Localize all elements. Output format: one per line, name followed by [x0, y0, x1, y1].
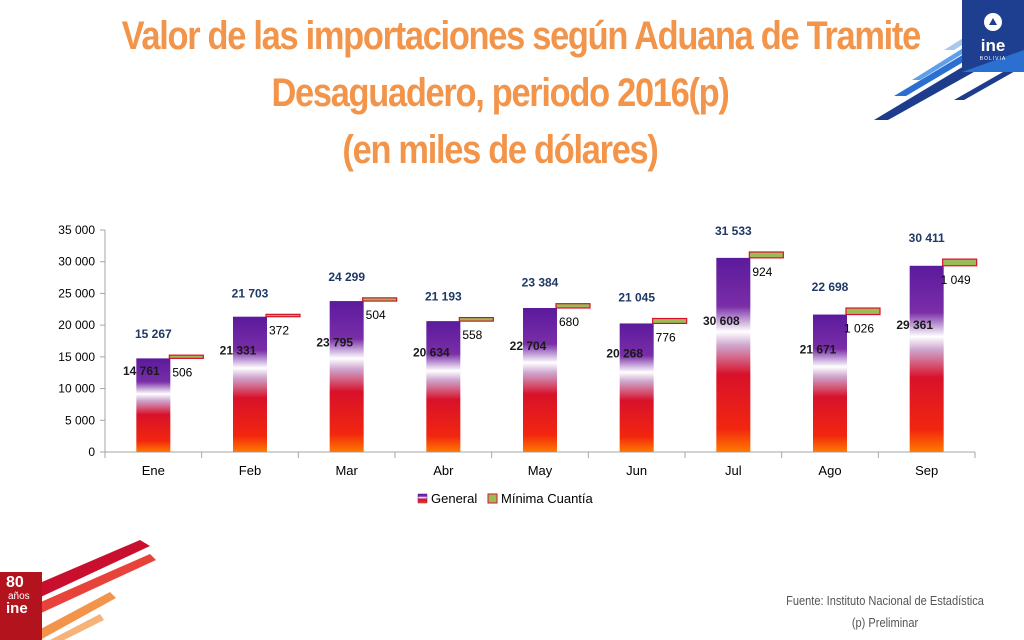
x-tick-label: Feb — [239, 463, 261, 478]
minima-value-label: 506 — [172, 365, 192, 379]
minima-value-label: 924 — [752, 265, 772, 279]
general-value-label: 21 331 — [220, 343, 257, 357]
general-value-label: 21 671 — [800, 342, 837, 356]
bar-general — [329, 301, 364, 452]
total-value-label: 30 411 — [909, 231, 945, 245]
total-value-label: 22 698 — [812, 280, 849, 294]
ine-brand: ine — [980, 36, 1006, 55]
y-tick-label: 20 000 — [58, 318, 95, 332]
bar-minima-cuantia — [652, 317, 688, 325]
y-tick-label: 30 000 — [58, 255, 95, 269]
minima-value-label: 1 026 — [844, 322, 874, 336]
general-value-label: 30 608 — [703, 314, 740, 328]
y-tick-label: 5 000 — [65, 413, 95, 427]
legend-label-general: General — [431, 491, 477, 506]
bar-general — [909, 265, 944, 452]
bar-general — [233, 316, 267, 452]
ine-stripes-bottom-left — [0, 540, 156, 640]
bar-general — [523, 307, 557, 452]
bar-minima-cuantia — [265, 313, 301, 318]
chart-title: Valor de las importaciones según Aduana … — [121, 8, 922, 179]
x-tick-label: Jun — [626, 463, 647, 478]
x-tick-label: Abr — [433, 463, 454, 478]
bar-minima-cuantia — [458, 316, 494, 322]
title-line-2: Desaguadero, periodo 2016(p) — [271, 71, 729, 115]
source-line-2: (p) Preliminar — [851, 615, 919, 630]
minima-value-label: 680 — [559, 315, 579, 329]
bar-general — [716, 257, 751, 452]
total-value-label: 31 533 — [715, 224, 752, 238]
bar-minima-cuantia — [362, 297, 398, 302]
ine-brand-subtitle: BOLIVIA — [979, 56, 1007, 62]
total-value-label: 21 045 — [618, 291, 655, 305]
x-tick-label: May — [528, 463, 553, 478]
total-value-label: 15 267 — [135, 327, 172, 341]
x-tick-label: Mar — [335, 463, 358, 478]
general-value-label: 14 761 — [123, 364, 160, 378]
total-value-label: 24 299 — [328, 270, 365, 284]
bar-minima-cuantia — [748, 251, 784, 259]
general-value-label: 23 795 — [316, 336, 353, 350]
anniversary-number: 80 — [6, 574, 24, 591]
total-value-label: 21 193 — [425, 290, 462, 304]
ine-stripes-top-right — [874, 0, 1024, 120]
bar-minima-cuantia — [942, 258, 978, 267]
title-line-3: (en miles de dólares) — [342, 128, 658, 172]
bar-minima-cuantia — [168, 354, 204, 359]
y-tick-label: 10 000 — [58, 382, 95, 396]
legend-swatch-general — [417, 493, 428, 504]
minima-value-label: 558 — [462, 328, 482, 342]
minima-value-label: 776 — [656, 330, 676, 344]
legend-label-minima: Mínima Cuantía — [501, 491, 594, 506]
x-tick-label: Jul — [725, 463, 742, 478]
y-tick-label: 15 000 — [58, 350, 95, 364]
title-line-1: Valor de las importaciones según Aduana … — [121, 14, 922, 58]
minima-value-label: 1 049 — [941, 273, 971, 287]
x-tick-label: Ago — [818, 463, 841, 478]
bar-general — [136, 358, 171, 452]
minima-value-label: 372 — [269, 324, 289, 338]
x-tick-label: Sep — [915, 463, 938, 478]
y-tick-label: 0 — [88, 445, 95, 459]
bar-general — [426, 321, 461, 452]
anniversary-years: años — [8, 591, 30, 602]
general-value-label: 22 704 — [510, 339, 547, 353]
minima-value-label: 504 — [366, 308, 386, 322]
bar-general — [813, 314, 847, 452]
general-value-label: 20 634 — [413, 346, 450, 360]
general-value-label: 20 268 — [606, 347, 643, 361]
bar-minima-cuantia — [555, 303, 591, 309]
source-line-1: Fuente: Instituto Nacional de Estadístic… — [786, 593, 984, 608]
anniversary-brand: ine — [6, 600, 28, 617]
source-note: Fuente: Instituto Nacional de Estadístic… — [779, 590, 992, 634]
bar-general — [619, 323, 654, 452]
legend-swatch-minima — [487, 493, 498, 504]
y-tick-label: 35 000 — [58, 223, 95, 237]
y-tick-label: 25 000 — [58, 286, 95, 300]
x-tick-label: Ene — [142, 463, 165, 478]
total-value-label: 23 384 — [522, 276, 559, 290]
total-value-label: 21 703 — [232, 286, 269, 300]
anniversary-badge: 80 años ine — [0, 574, 40, 617]
general-value-label: 29 361 — [896, 318, 933, 332]
bar-minima-cuantia — [845, 307, 881, 316]
